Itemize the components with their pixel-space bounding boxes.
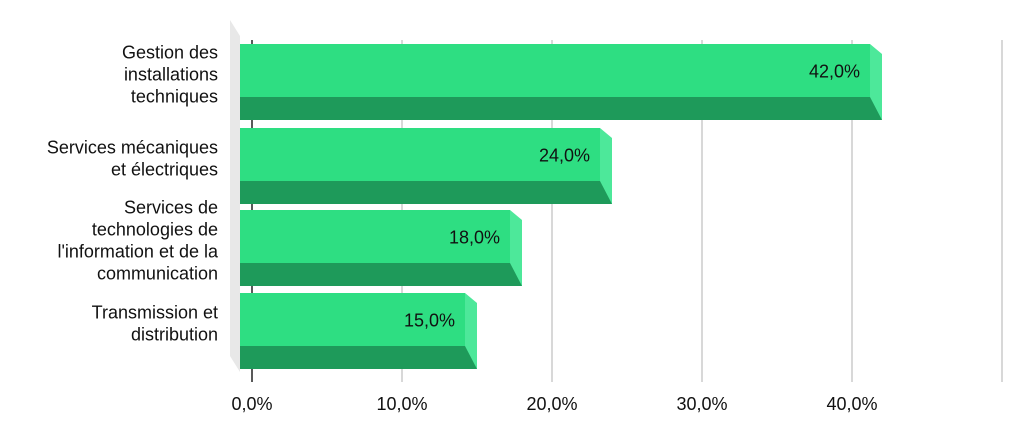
category-label-line: et électriques	[111, 160, 218, 180]
bar-1: 24,0%	[240, 128, 612, 204]
bar-3: 15,0%	[240, 293, 477, 369]
category-label-line: Gestion des	[122, 43, 218, 63]
category-label-line: l'information et de la	[57, 242, 219, 262]
category-label-line: communication	[97, 264, 218, 284]
bar-2: 18,0%	[240, 210, 522, 286]
bar-value-label: 15,0%	[404, 311, 455, 331]
bar-front-face	[240, 44, 870, 97]
x-tick-label: 0,0%	[231, 394, 272, 414]
category-label-line: distribution	[131, 325, 218, 345]
category-label-line: technologies de	[92, 220, 218, 240]
bar-value-label: 18,0%	[449, 228, 500, 248]
category-label-0: Gestion des installations techniques	[122, 43, 218, 107]
bars: 42,0% 24,0% 18,0% 15,0%	[240, 44, 882, 369]
bar-0: 42,0%	[240, 44, 882, 120]
bar-front-face	[240, 210, 510, 263]
category-label-2: Services de technologies de l'information …	[57, 198, 219, 284]
x-tick-label: 40,0%	[826, 394, 877, 414]
bar-side-face	[510, 210, 522, 286]
x-tick-label: 30,0%	[676, 394, 727, 414]
x-tick-label: 20,0%	[526, 394, 577, 414]
bar-front-face	[240, 293, 465, 346]
category-labels: Gestion des installations techniques Servic…	[47, 43, 219, 345]
category-label-1: Services mécaniques et électriques	[47, 138, 218, 180]
bar-front-face	[240, 128, 600, 181]
bar-value-label: 24,0%	[539, 146, 590, 166]
category-label-line: techniques	[131, 87, 218, 107]
chart-side-wall	[230, 20, 240, 372]
x-tick-label: 10,0%	[376, 394, 427, 414]
category-label-line: installations	[124, 65, 218, 85]
bar-side-face	[465, 293, 477, 369]
bar-bottom-face	[240, 346, 477, 369]
category-label-3: Transmission et distribution	[92, 303, 218, 345]
category-label-line: Transmission et	[92, 303, 218, 323]
bar-bottom-face	[240, 97, 882, 120]
category-label-line: Services mécaniques	[47, 138, 218, 158]
bar-bottom-face	[240, 181, 612, 204]
bar-bottom-face	[240, 263, 522, 286]
bar-value-label: 42,0%	[809, 62, 860, 82]
category-label-line: Services de	[124, 198, 218, 218]
bar-side-face	[600, 128, 612, 204]
bar-side-face	[870, 44, 882, 120]
